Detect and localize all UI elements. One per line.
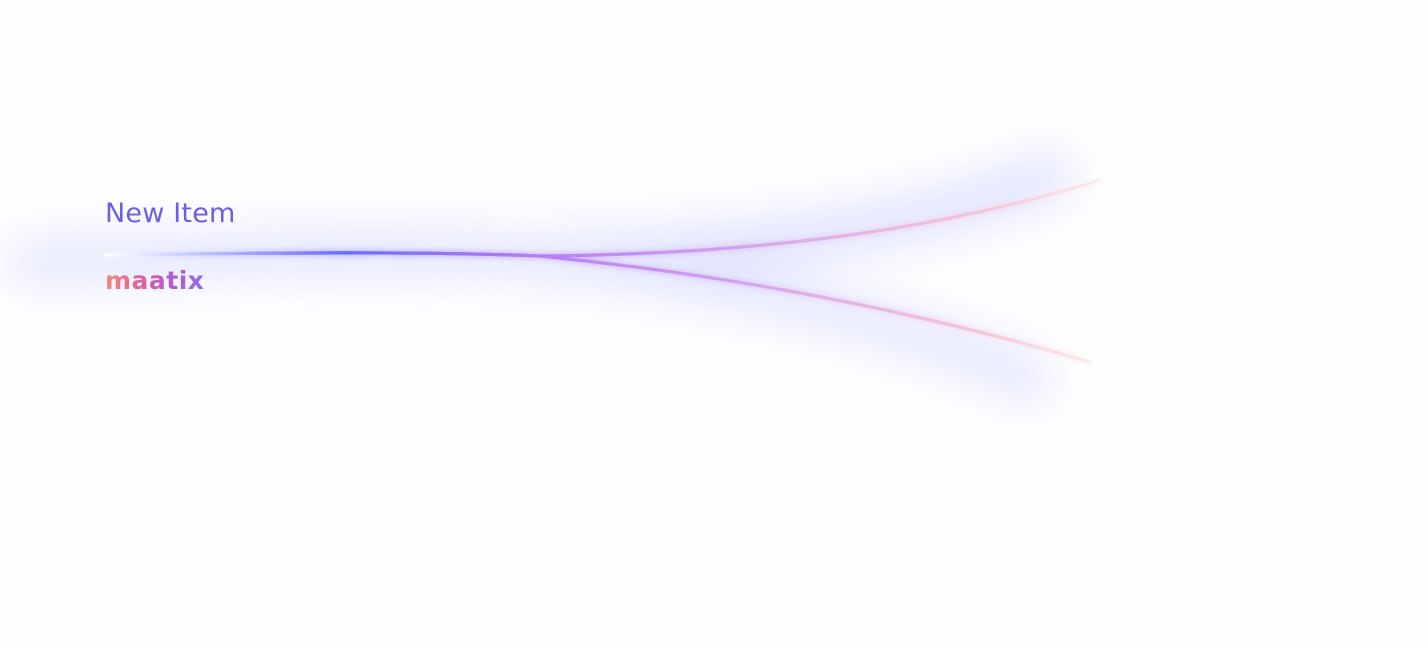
page-title: New Item [105,198,236,229]
lower-curve-line [103,251,1092,364]
brand-logo: maatix [105,266,205,295]
